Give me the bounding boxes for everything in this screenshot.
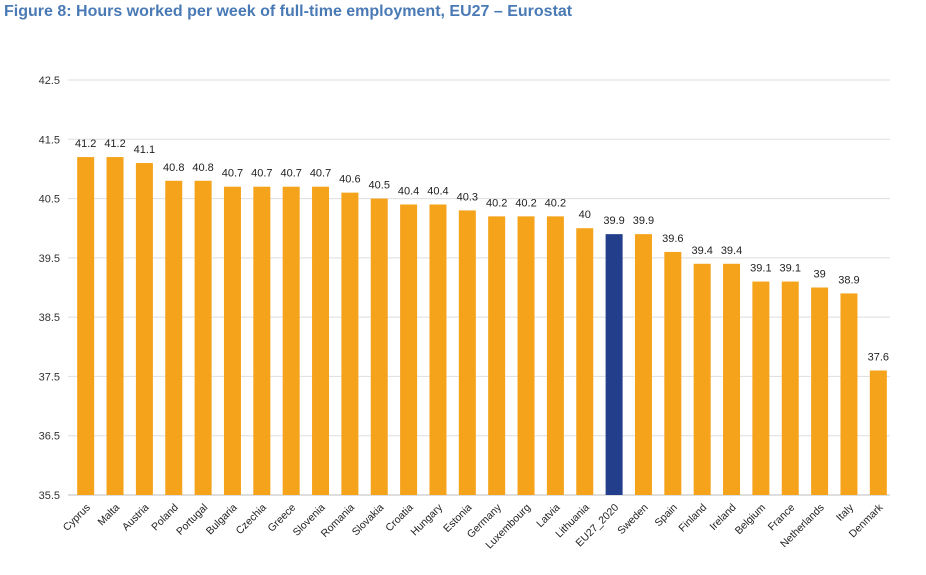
figure-title: Figure 8: Hours worked per week of full-… [4, 3, 573, 20]
bar [752, 281, 770, 495]
data-label: 39.9 [603, 215, 624, 227]
y-tick-label: 40.5 [39, 194, 60, 206]
category-label: Bulgaria [204, 502, 240, 538]
bar [488, 216, 506, 495]
y-tick-label: 38.5 [39, 312, 60, 324]
bar [781, 281, 799, 495]
data-label: 40.5 [369, 180, 390, 192]
bar [429, 204, 447, 495]
bar [312, 186, 330, 495]
data-label: 40.4 [398, 186, 419, 198]
data-label: 41.2 [75, 138, 96, 150]
category-label: Spain [652, 502, 680, 530]
bar [341, 192, 359, 495]
data-label: 39.1 [780, 263, 801, 275]
data-label: 39.6 [662, 233, 683, 245]
data-label: 39.9 [633, 215, 654, 227]
category-label: Italy [834, 501, 857, 524]
bar [194, 180, 212, 496]
category-label: Austria [120, 502, 152, 534]
bar [664, 251, 682, 495]
data-label: 40.2 [545, 197, 566, 209]
data-label: 37.6 [868, 352, 889, 364]
data-label: 40.2 [486, 197, 507, 209]
data-label: 40.6 [339, 174, 360, 186]
category-label: Portugal [174, 502, 210, 538]
y-tick-label: 37.5 [39, 371, 60, 383]
data-label: 40.8 [192, 162, 213, 174]
category-label: Malta [96, 502, 123, 529]
bar [634, 234, 652, 495]
data-label: 40.7 [251, 168, 272, 180]
bar [106, 157, 124, 496]
data-label: 39.1 [750, 263, 771, 275]
bar [77, 157, 95, 496]
bar [458, 210, 476, 495]
bar [723, 263, 741, 495]
bar [400, 204, 418, 495]
data-label: 39.4 [721, 245, 742, 257]
bar [282, 186, 300, 495]
bar [135, 163, 153, 495]
data-label: 40.7 [222, 168, 243, 180]
bar [840, 293, 858, 495]
bar [223, 186, 241, 495]
bar [869, 370, 887, 495]
y-tick-label: 39.5 [39, 253, 60, 265]
data-label: 41.1 [134, 144, 155, 156]
bar [546, 216, 564, 495]
data-label: 40.3 [457, 191, 478, 203]
data-label: 41.2 [104, 138, 125, 150]
data-label: 40.4 [427, 186, 448, 198]
y-tick-label: 35.5 [39, 490, 60, 502]
category-label: Finland [676, 502, 709, 535]
category-label: Cyprus [61, 502, 93, 534]
bar [517, 216, 535, 495]
bar [370, 198, 388, 496]
data-label: 40 [579, 209, 591, 221]
bar [165, 180, 183, 496]
y-tick-label: 42.5 [39, 75, 60, 87]
category-label: Czechia [234, 502, 269, 537]
bar [693, 263, 711, 495]
data-label: 40.2 [515, 197, 536, 209]
data-label: 39 [813, 269, 825, 281]
y-tick-label: 36.5 [39, 431, 60, 443]
category-label: Slovakia [350, 502, 387, 539]
data-label: 40.7 [280, 168, 301, 180]
bar [605, 234, 623, 495]
category-label: Hungary [409, 501, 446, 538]
bar [253, 186, 271, 495]
data-label: 38.9 [838, 274, 859, 286]
data-label: 39.4 [691, 245, 712, 257]
data-label: 40.8 [163, 162, 184, 174]
category-label: Belgium [733, 501, 768, 536]
bar [811, 287, 829, 495]
category-label: Sweden [615, 502, 650, 537]
bar [576, 228, 594, 495]
y-tick-label: 41.5 [39, 134, 60, 146]
data-label: 40.7 [310, 168, 331, 180]
